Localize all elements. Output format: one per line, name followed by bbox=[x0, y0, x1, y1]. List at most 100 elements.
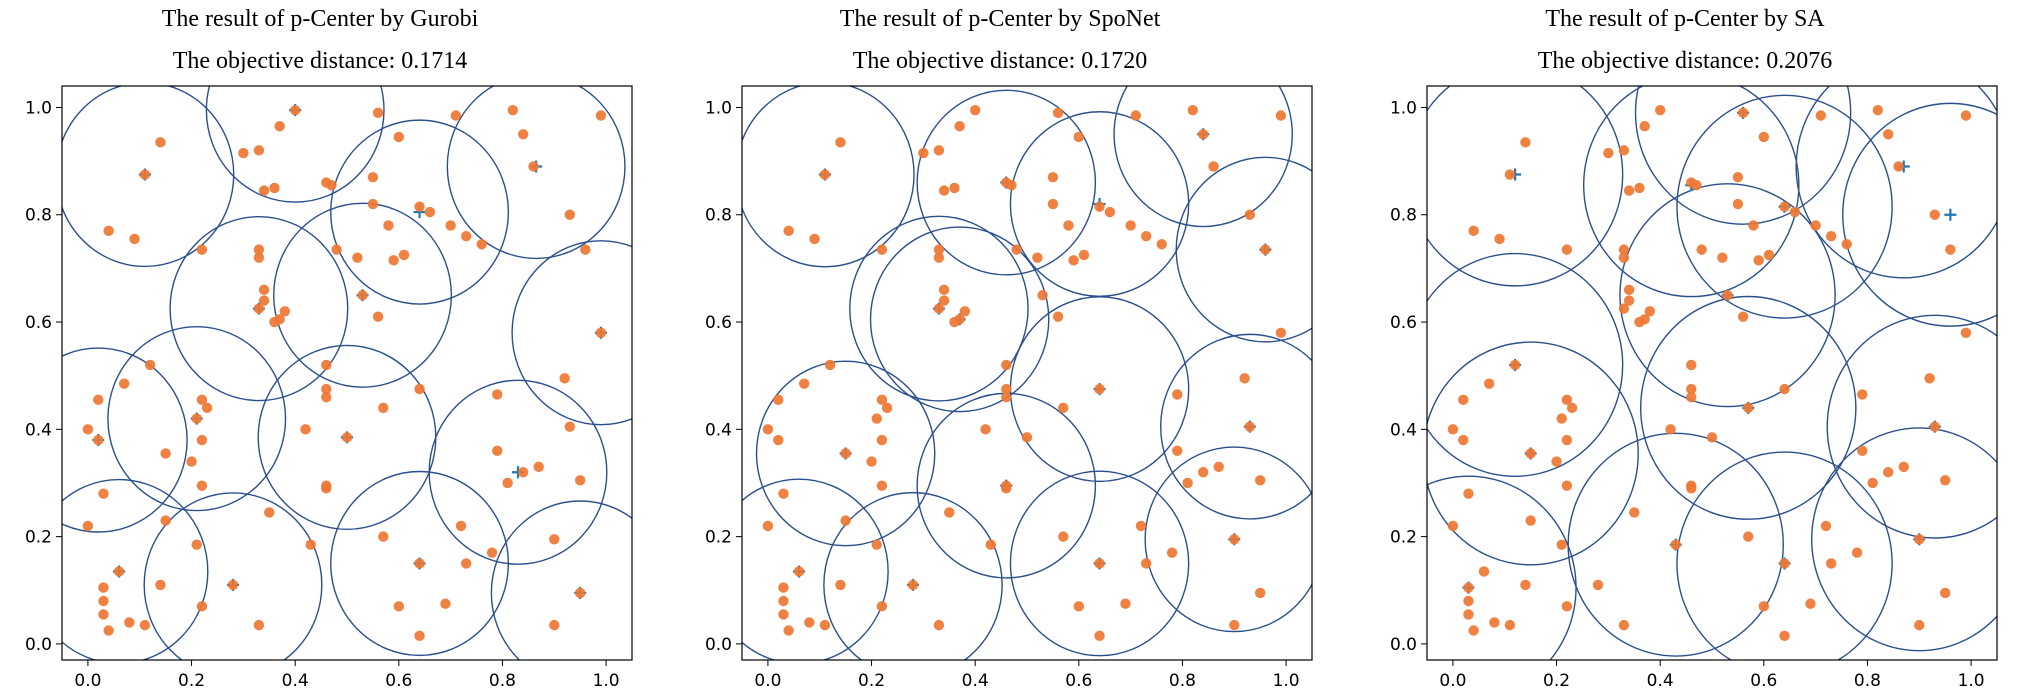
demand-point bbox=[1006, 180, 1017, 191]
demand-point bbox=[1914, 619, 1925, 631]
demand-point bbox=[944, 507, 955, 518]
demand-point bbox=[1463, 609, 1474, 620]
demand-point bbox=[1478, 566, 1490, 577]
axes-frame bbox=[61, 85, 633, 661]
coverage-circle bbox=[1009, 470, 1190, 657]
demand-point bbox=[1629, 507, 1640, 518]
y-tick-label: 0.2 bbox=[25, 528, 52, 548]
chart-title: The result of p-Center by Gurobi bbox=[161, 6, 479, 32]
demand-point bbox=[1458, 434, 1469, 446]
demand-point bbox=[372, 311, 384, 322]
demand-point bbox=[1463, 582, 1474, 593]
coverage-circle bbox=[1826, 314, 1997, 539]
coverage-circle bbox=[1427, 86, 1624, 287]
x-tick-label: 0.0 bbox=[754, 671, 781, 691]
demand-point bbox=[196, 601, 208, 612]
demand-point bbox=[1737, 311, 1749, 322]
demand-point bbox=[1639, 121, 1650, 132]
demand-point bbox=[476, 239, 487, 250]
demand-point bbox=[773, 434, 784, 446]
demand-point bbox=[1634, 182, 1645, 194]
coverage-circle bbox=[205, 86, 385, 203]
demand-point bbox=[460, 558, 472, 569]
plot-area bbox=[742, 86, 1312, 660]
x-tick-label: 1.0 bbox=[1958, 671, 1985, 691]
coverage-circle bbox=[330, 470, 510, 657]
demand-point bbox=[1618, 619, 1630, 631]
demand-point bbox=[798, 378, 810, 389]
coverage-circle bbox=[1795, 86, 1997, 279]
demand-point bbox=[1052, 107, 1064, 119]
coverage-circle bbox=[107, 325, 287, 512]
demand-point bbox=[103, 225, 114, 237]
coverage-circle bbox=[490, 500, 632, 660]
demand-point bbox=[1623, 295, 1635, 306]
demand-point bbox=[1037, 290, 1048, 301]
plot-area bbox=[62, 86, 632, 660]
coverage-circle bbox=[1676, 451, 1893, 660]
x-tick-label: 0.6 bbox=[1065, 671, 1092, 691]
demand-point bbox=[1260, 244, 1271, 255]
demand-point bbox=[762, 424, 774, 435]
demand-point bbox=[113, 566, 125, 577]
demand-point bbox=[98, 609, 109, 620]
demand-point bbox=[383, 220, 394, 231]
demand-point bbox=[1644, 306, 1656, 317]
demand-point bbox=[1945, 244, 1956, 255]
x-tick-label: 0.4 bbox=[282, 671, 309, 691]
demand-point bbox=[507, 104, 519, 116]
demand-point bbox=[196, 480, 208, 491]
coverage-circle bbox=[1175, 156, 1312, 343]
demand-point bbox=[191, 539, 202, 550]
demand-point bbox=[1686, 383, 1697, 395]
x-tick-label: 0.2 bbox=[178, 671, 205, 691]
demand-point bbox=[1130, 110, 1142, 121]
axes-frame bbox=[1426, 85, 1998, 661]
demand-point bbox=[424, 206, 436, 218]
demand-point bbox=[1857, 389, 1868, 400]
plot-sponet: 0.0 0.2 0.4 0.6 0.8 1.0 0.0 0.2 0.4 0.6 0.8 1.0 bbox=[705, 85, 1313, 691]
demand-point bbox=[450, 110, 462, 121]
demand-point bbox=[1135, 520, 1147, 532]
demand-point bbox=[253, 145, 265, 156]
demand-point bbox=[1058, 402, 1069, 414]
coverage-circle bbox=[62, 478, 209, 660]
demand-point bbox=[486, 547, 498, 558]
coverage-circle bbox=[1144, 446, 1312, 633]
demand-point bbox=[1939, 587, 1951, 599]
demand-point bbox=[907, 579, 919, 591]
demand-point bbox=[1748, 220, 1759, 231]
demand-point bbox=[959, 306, 971, 317]
demand-point bbox=[871, 413, 882, 424]
demand-point bbox=[840, 448, 851, 459]
demand-point bbox=[129, 233, 140, 245]
demand-point bbox=[793, 566, 805, 577]
demand-point bbox=[1104, 206, 1116, 218]
x-tick-label: 0.8 bbox=[1169, 671, 1196, 691]
demand-point bbox=[549, 619, 560, 631]
coverage-circle bbox=[169, 215, 349, 402]
demand-point bbox=[331, 244, 342, 255]
demand-point bbox=[1758, 131, 1770, 143]
demand-point bbox=[1686, 391, 1697, 403]
demand-point bbox=[564, 209, 576, 220]
demand-point bbox=[1691, 180, 1702, 191]
demand-point bbox=[321, 483, 332, 494]
demand-point bbox=[253, 252, 265, 263]
demand-point bbox=[595, 327, 607, 338]
demand-point bbox=[1561, 394, 1573, 406]
panel-sponet: The result of p-Center by SpoNet The obj… bbox=[680, 0, 1320, 700]
coverage-circle bbox=[1160, 333, 1312, 520]
y-tick-label: 0.4 bbox=[1390, 420, 1417, 440]
demand-point bbox=[933, 244, 945, 255]
coverage-circle bbox=[1113, 86, 1293, 228]
coverage-circle bbox=[1619, 183, 1836, 408]
demand-point bbox=[1654, 104, 1666, 116]
demand-point bbox=[866, 456, 877, 467]
demand-point bbox=[1001, 483, 1012, 494]
demand-point bbox=[1244, 421, 1256, 432]
demand-point bbox=[840, 515, 851, 526]
demand-point bbox=[1898, 461, 1909, 473]
demand-point bbox=[783, 625, 794, 636]
demand-point bbox=[196, 394, 208, 406]
